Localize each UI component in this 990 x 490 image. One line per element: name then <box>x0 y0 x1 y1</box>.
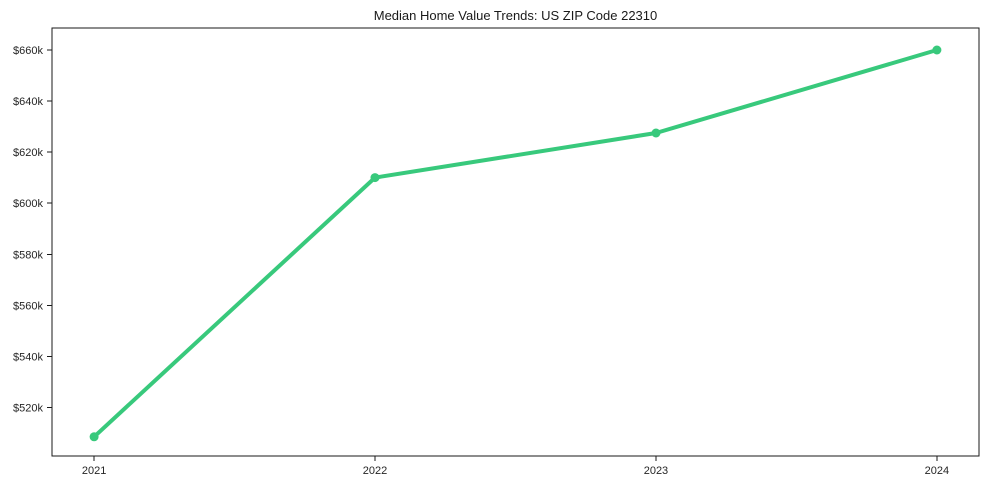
x-tick-label: 2024 <box>925 465 949 477</box>
y-tick-label: $620k <box>13 147 43 159</box>
y-tick-label: $660k <box>13 45 43 57</box>
y-tick-label: $580k <box>13 249 43 261</box>
data-point-marker <box>89 432 99 442</box>
data-point-marker <box>370 173 380 183</box>
plot-border <box>51 27 980 457</box>
y-tick-label: $640k <box>13 96 43 108</box>
data-point-marker <box>651 128 661 138</box>
y-tick-label: $520k <box>13 402 43 414</box>
x-tick-label: 2022 <box>363 465 387 477</box>
x-tick-label: 2023 <box>644 465 668 477</box>
y-tick-label: $540k <box>13 351 43 363</box>
y-tick-label: $560k <box>13 300 43 312</box>
x-tick-label: 2021 <box>82 465 106 477</box>
chart-title: Median Home Value Trends: US ZIP Code 22… <box>373 8 658 23</box>
y-tick-label: $600k <box>13 198 43 210</box>
data-point-marker <box>932 45 942 55</box>
series-line <box>92 48 939 439</box>
